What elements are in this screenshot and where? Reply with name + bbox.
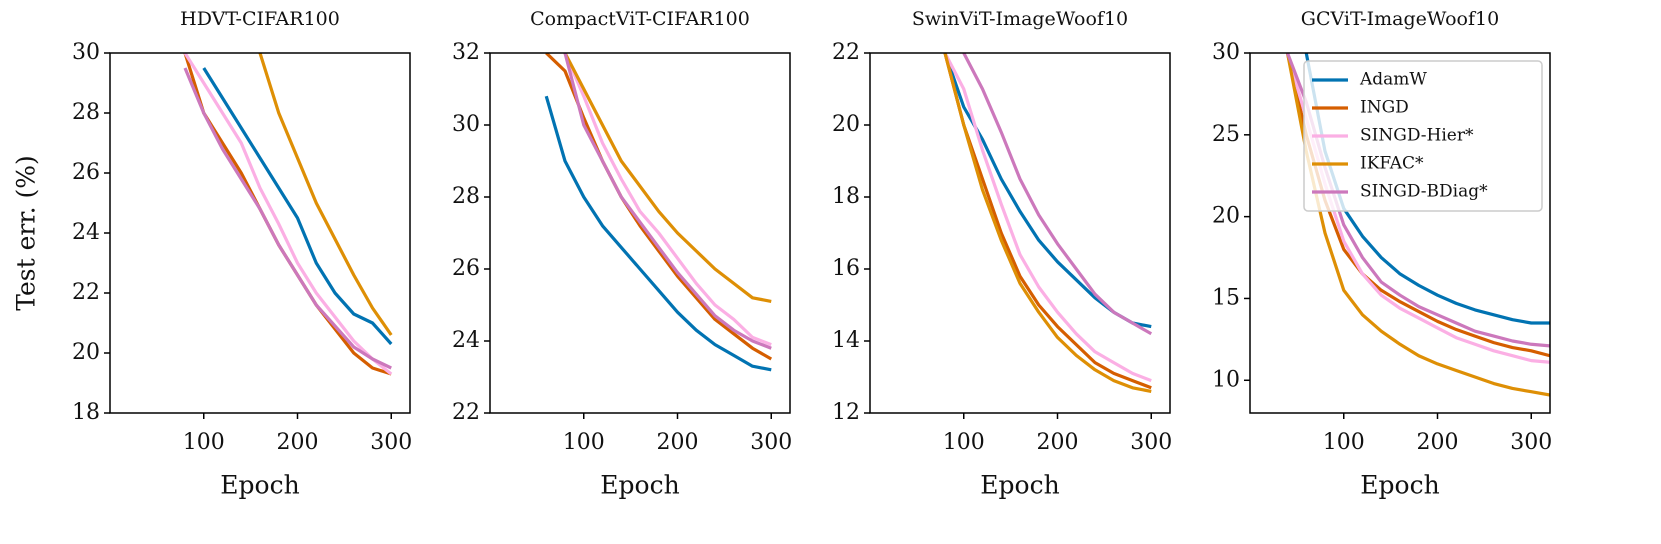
x-tick-label: 200: [277, 430, 319, 455]
y-tick-label: 22: [452, 400, 480, 425]
panel: HDVT-CIFAR100 Epoch Test err. (%) 100 200 300…: [12, 8, 413, 500]
chart-title: GCViT-ImageWoof10: [1301, 8, 1499, 30]
y-tick-label: 12: [832, 400, 860, 425]
x-tick-label: 300: [1510, 430, 1552, 455]
y-tick-label: 30: [452, 112, 480, 137]
series-line: [1304, 53, 1550, 325]
legend-box: [1303, 60, 1543, 212]
legend-label: IKFAC*: [1360, 154, 1424, 174]
chart-title: HDVT-CIFAR100: [180, 8, 340, 30]
series-line: [943, 53, 1152, 390]
y-tick-label: 30: [72, 40, 100, 65]
series-line: [563, 53, 772, 350]
panel: SwinViT-ImageWoof10 Epoch 100 200 300 12 14 16 1…: [832, 8, 1172, 500]
y-tick-label: 20: [1212, 204, 1240, 229]
x-tick-label: 200: [1417, 430, 1459, 455]
series-line: [183, 53, 393, 376]
lines: [943, 53, 1153, 393]
series-line: [1285, 53, 1550, 397]
y-tick-label: 22: [72, 280, 100, 305]
series-line: [962, 53, 1153, 336]
y-tick-label: 28: [72, 100, 100, 125]
x-tick-label: 200: [1037, 430, 1079, 455]
y-tick-label: 18: [72, 400, 100, 425]
x-tick-label: 100: [1323, 430, 1365, 455]
series-line: [1285, 53, 1550, 358]
y-tick-label: 26: [72, 160, 100, 185]
legend-label: INGD: [1360, 98, 1409, 118]
x-tick-label: 300: [370, 430, 412, 455]
panel: CompactViT-CIFAR100 Epoch 100 200 300 22 24 26 2…: [452, 8, 792, 500]
y-tick-label: 32: [452, 40, 480, 65]
y-tick-label: 28: [452, 184, 480, 209]
axes-frame: [489, 52, 791, 414]
series-line: [183, 67, 392, 370]
chart-title: CompactViT-CIFAR100: [530, 8, 750, 30]
y-tick-label: 25: [1212, 122, 1240, 147]
series-line: [563, 53, 772, 347]
series-line: [202, 67, 393, 346]
x-tick-label: 300: [750, 430, 792, 455]
y-tick-label: 16: [832, 256, 860, 281]
y-axis-label: Test err. (%): [12, 155, 41, 310]
x-axis-label: Epoch: [1360, 471, 1439, 500]
series-line: [545, 53, 773, 361]
series-line: [943, 53, 1152, 383]
y-tick-label: 26: [452, 256, 480, 281]
x-axis-label: Epoch: [220, 471, 299, 500]
series-line: [943, 53, 1152, 393]
y-tick-label: 24: [72, 220, 100, 245]
y-tick-label: 24: [452, 328, 480, 353]
series-line: [258, 53, 393, 336]
legend-label: AdamW: [1359, 70, 1427, 90]
y-tick-label: 20: [832, 112, 860, 137]
x-tick-label: 200: [657, 430, 699, 455]
x-axis-label: Epoch: [980, 471, 1059, 500]
y-tick-label: 10: [1212, 367, 1240, 392]
x-tick-label: 100: [563, 430, 605, 455]
axes-frame: [1249, 52, 1551, 414]
panel: GCViT-ImageWoof10 Epoch 100 200 300 10 15 20 25 3…: [1212, 8, 1552, 500]
x-tick-label: 300: [1130, 430, 1172, 455]
lines: [183, 53, 393, 376]
x-axis-label: Epoch: [600, 471, 679, 500]
axes-frame: [109, 52, 411, 414]
lines: [544, 53, 773, 372]
series-line: [544, 95, 772, 372]
y-tick-label: 18: [832, 184, 860, 209]
axes-frame: [869, 52, 1171, 414]
y-tick-label: 15: [1212, 285, 1240, 310]
chart-title: SwinViT-ImageWoof10: [912, 8, 1128, 30]
x-tick-label: 100: [183, 430, 225, 455]
y-tick-label: 30: [1212, 40, 1240, 65]
y-tick-label: 14: [832, 328, 860, 353]
y-tick-label: 22: [832, 40, 860, 65]
y-tick-label: 20: [72, 340, 100, 365]
legend-label: SINGD-BDiag*: [1360, 182, 1488, 202]
series-line: [943, 53, 1152, 329]
x-tick-label: 100: [943, 430, 985, 455]
legend-label: SINGD-Hier*: [1360, 126, 1474, 146]
series-line: [563, 53, 772, 303]
